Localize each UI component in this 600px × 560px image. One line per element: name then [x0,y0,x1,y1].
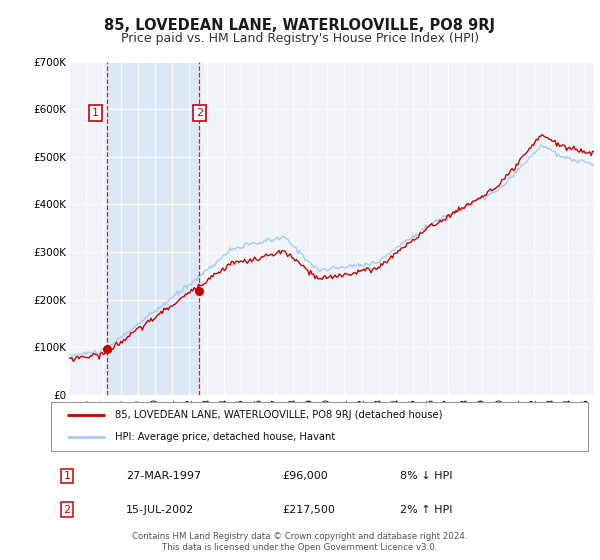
Text: 8% ↓ HPI: 8% ↓ HPI [400,471,452,481]
Text: 2: 2 [64,505,71,515]
Text: 2: 2 [196,108,203,118]
Text: 1: 1 [92,108,99,118]
Text: Price paid vs. HM Land Registry's House Price Index (HPI): Price paid vs. HM Land Registry's House … [121,32,479,45]
Text: HPI: Average price, detached house, Havant: HPI: Average price, detached house, Hava… [115,432,335,442]
Text: This data is licensed under the Open Government Licence v3.0.: This data is licensed under the Open Gov… [163,543,437,552]
Text: 85, LOVEDEAN LANE, WATERLOOVILLE, PO8 9RJ (detached house): 85, LOVEDEAN LANE, WATERLOOVILLE, PO8 9R… [115,410,443,420]
Bar [107,62,199,395]
Text: 2% ↑ HPI: 2% ↑ HPI [400,505,452,515]
Text: 27-MAR-1997: 27-MAR-1997 [126,471,202,481]
Text: £96,000: £96,000 [282,471,328,481]
Text: 1: 1 [64,471,71,481]
Text: Contains HM Land Registry data © Crown copyright and database right 2024.: Contains HM Land Registry data © Crown c… [132,532,468,541]
Text: 85, LOVEDEAN LANE, WATERLOOVILLE, PO8 9RJ: 85, LOVEDEAN LANE, WATERLOOVILLE, PO8 9R… [104,18,496,33]
FancyBboxPatch shape [51,402,588,451]
Text: 15-JUL-2002: 15-JUL-2002 [126,505,194,515]
Text: £217,500: £217,500 [282,505,335,515]
